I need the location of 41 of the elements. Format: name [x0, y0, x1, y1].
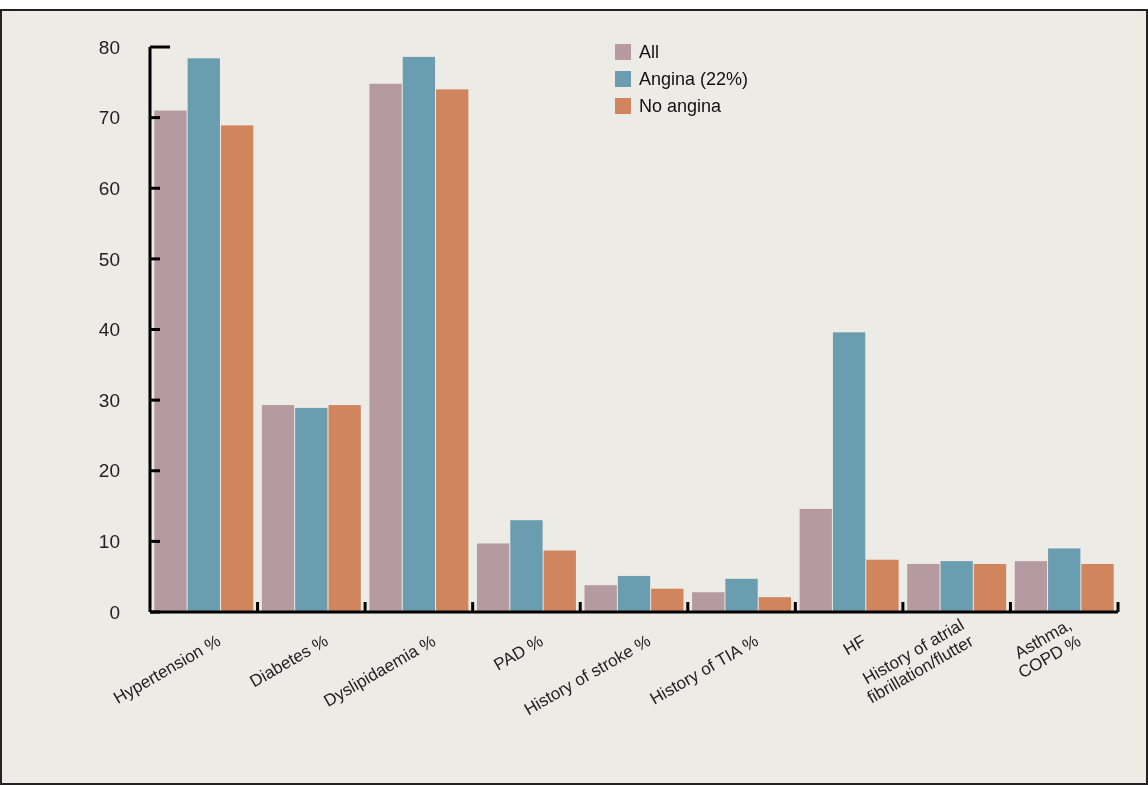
y-tick-label: 0 [109, 601, 120, 623]
y-tick-label: 20 [98, 460, 120, 482]
y-tick-label: 70 [98, 107, 120, 129]
bar [1014, 561, 1048, 612]
y-tick-label: 10 [98, 531, 120, 553]
bar [651, 588, 684, 612]
bar [261, 405, 295, 612]
y-tick-label: 40 [98, 319, 120, 341]
y-tick-label: 80 [98, 36, 120, 58]
legend-label: Angina (22%) [639, 69, 749, 90]
bar [543, 550, 576, 612]
bar [369, 83, 402, 612]
bar [617, 575, 651, 612]
bar [725, 578, 758, 612]
bar [510, 520, 543, 612]
y-tick-label: 50 [98, 248, 120, 270]
bar [866, 559, 899, 612]
y-tick-label: 60 [98, 177, 120, 199]
x-tick-label: PAD % [490, 631, 547, 675]
bar [436, 89, 469, 612]
x-tick-label: HF [839, 631, 870, 660]
bar [832, 332, 866, 612]
bar [584, 585, 617, 612]
bar [187, 58, 220, 612]
bar [758, 597, 792, 612]
legend-label: No angina [639, 96, 723, 117]
bar [476, 543, 510, 612]
bar [799, 508, 832, 612]
bar [692, 592, 725, 612]
bar [973, 563, 1007, 612]
bar [1048, 548, 1081, 612]
bar [940, 561, 973, 612]
bar [220, 125, 254, 612]
bar [907, 563, 940, 612]
bar [295, 407, 328, 612]
bar [328, 405, 361, 612]
bar [402, 56, 436, 612]
y-tick-label: 30 [98, 389, 120, 411]
bar [154, 110, 187, 612]
legend-label: All [639, 42, 660, 63]
bar [1081, 563, 1114, 612]
